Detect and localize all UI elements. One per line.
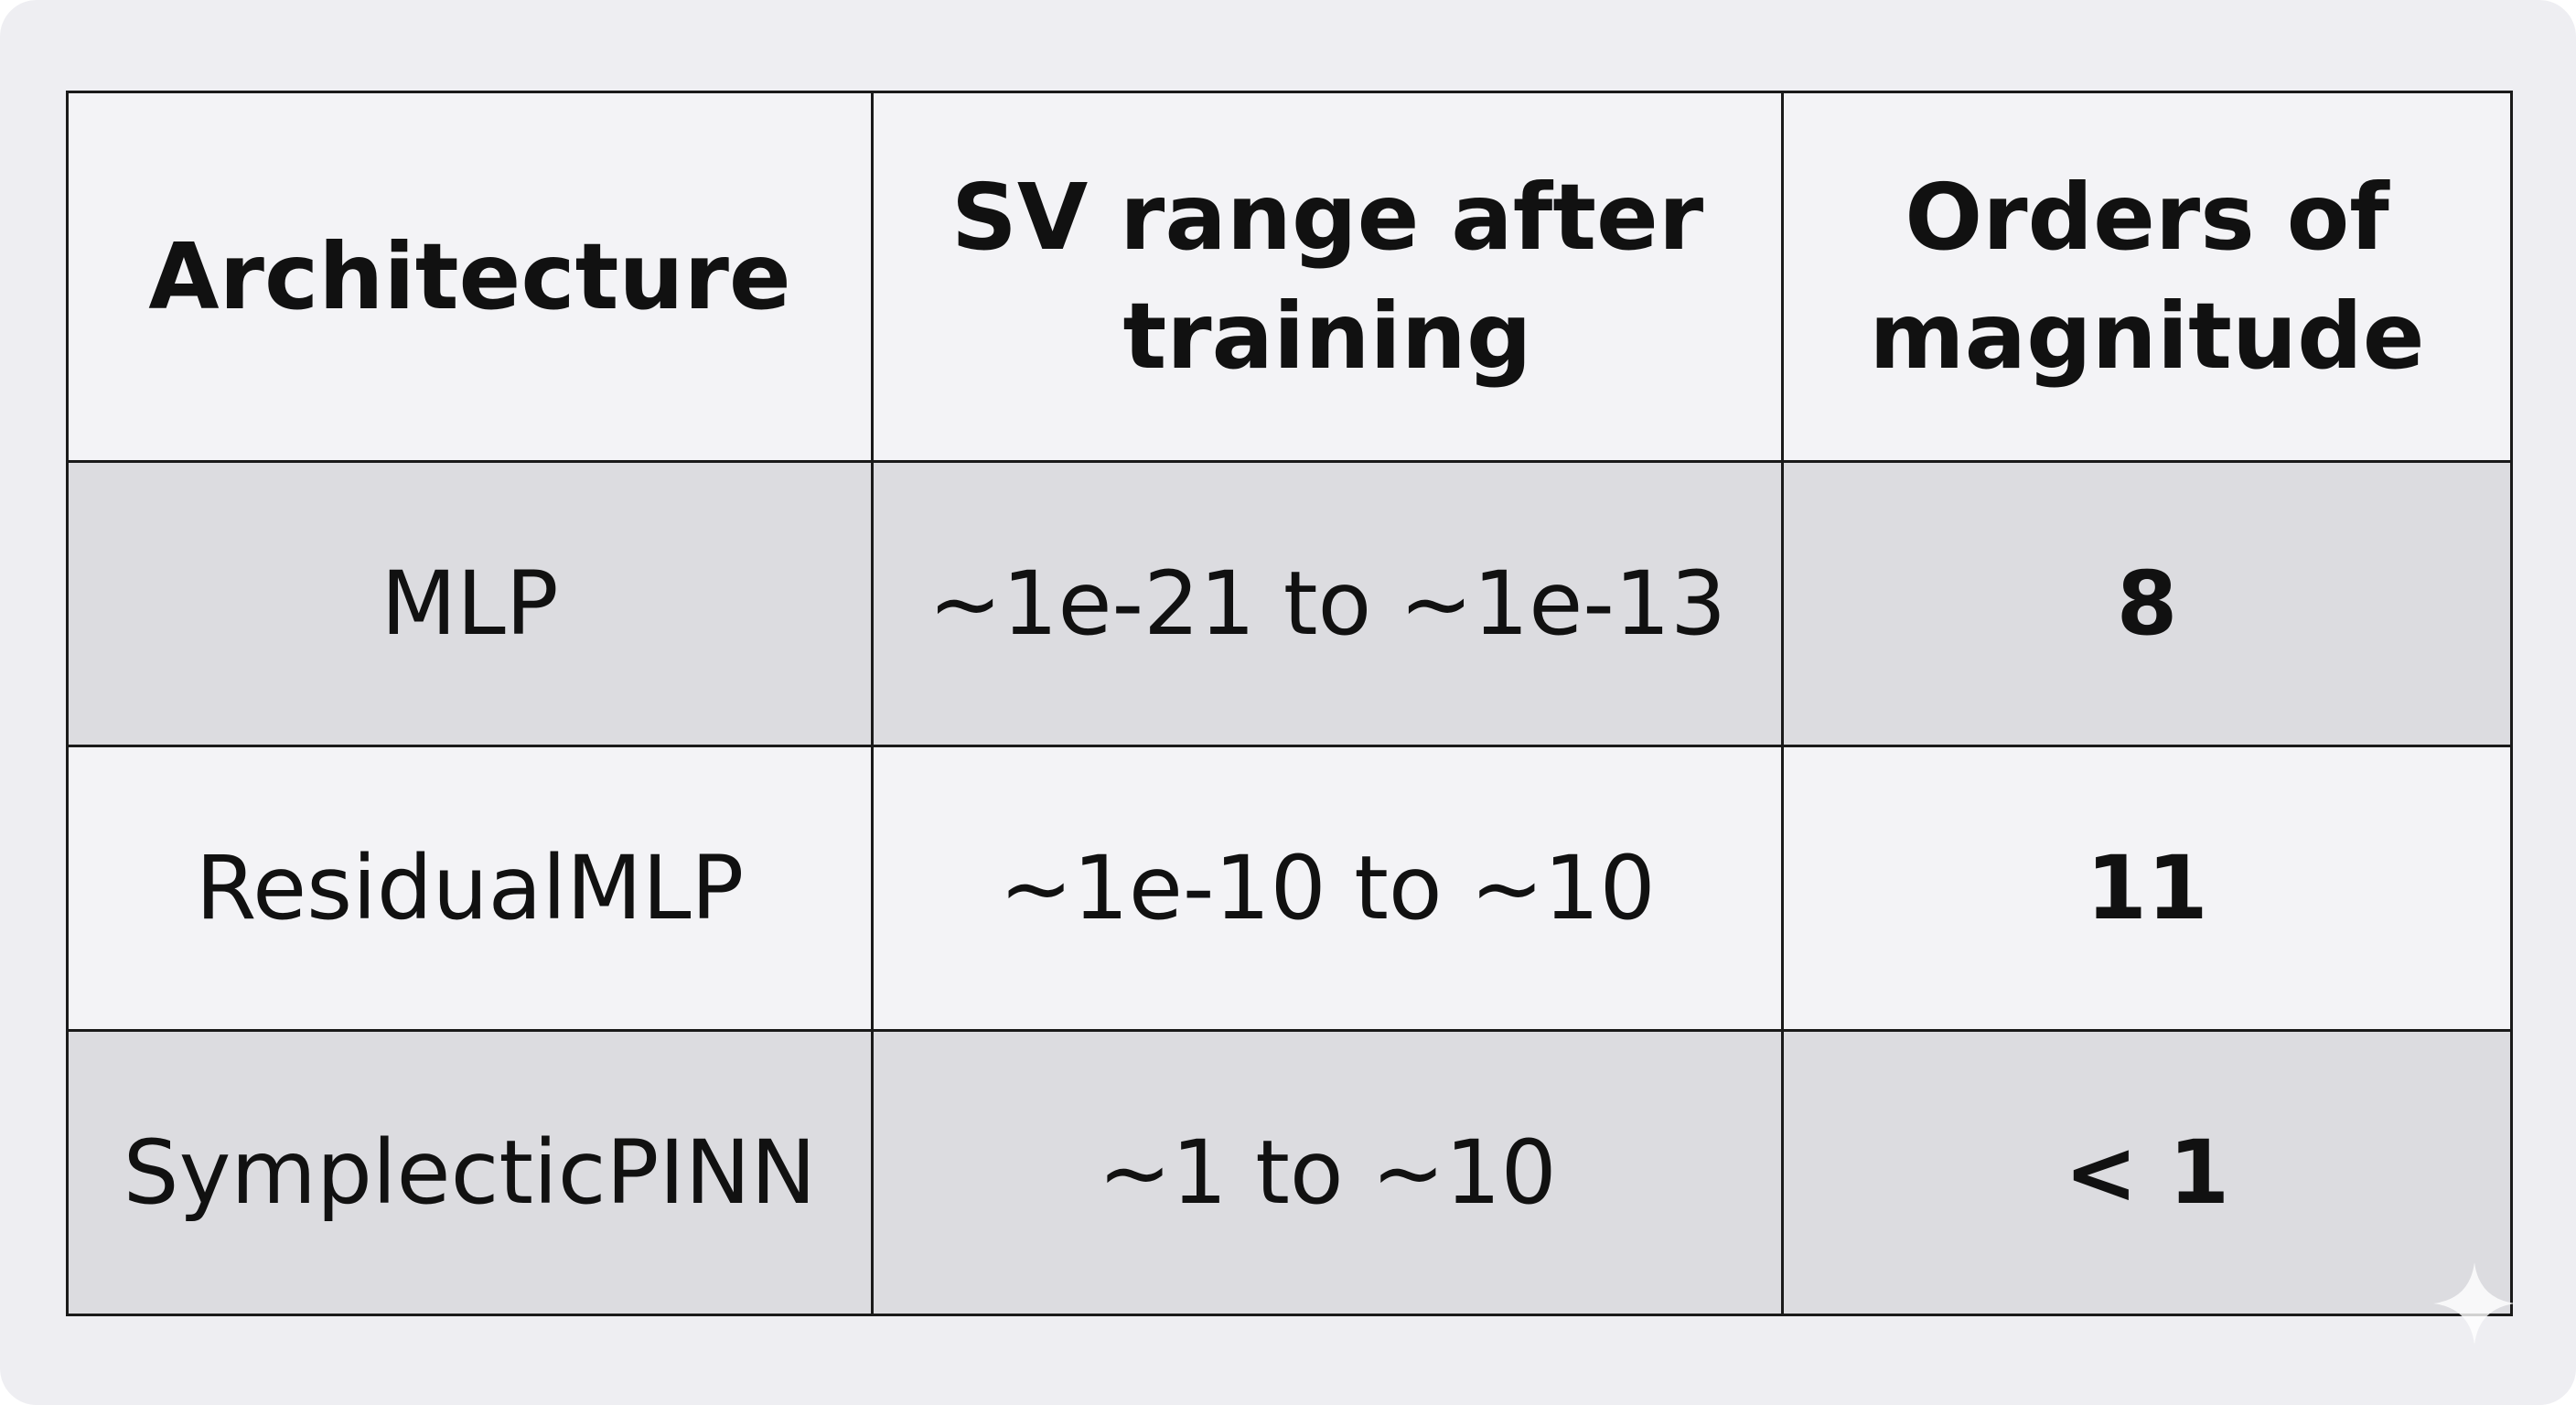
table-row: MLP ~1e-21 to ~1e-13 8 <box>66 460 2513 747</box>
table-cell: 11 <box>1781 745 2513 1032</box>
header-cell: Architecture <box>66 91 874 463</box>
table-cell: < 1 <box>1781 1029 2513 1316</box>
table-cell: ~1e-21 to ~1e-13 <box>871 460 1784 747</box>
header-row: Architecture SV range after training Ord… <box>66 91 2513 463</box>
table-row: ResidualMLP ~1e-10 to ~10 11 <box>66 745 2513 1032</box>
table-cell: MLP <box>66 460 874 747</box>
table-row: SymplecticPINN ~1 to ~10 < 1 <box>66 1029 2513 1316</box>
table-cell: SymplecticPINN <box>66 1029 874 1316</box>
table-cell: ~1 to ~10 <box>871 1029 1784 1316</box>
header-cell: SV range after training <box>871 91 1784 463</box>
sparkle-icon <box>2433 1262 2516 1345</box>
table: Architecture SV range after training Ord… <box>66 91 2513 1316</box>
table-cell: ~1e-10 to ~10 <box>871 745 1784 1032</box>
table-body: MLP ~1e-21 to ~1e-13 8 ResidualMLP ~1e-10 to… <box>66 460 2513 1316</box>
table-cell: 8 <box>1781 460 2513 747</box>
table-cell: ResidualMLP <box>66 745 874 1032</box>
header-cell: Orders of magnitude <box>1781 91 2513 463</box>
